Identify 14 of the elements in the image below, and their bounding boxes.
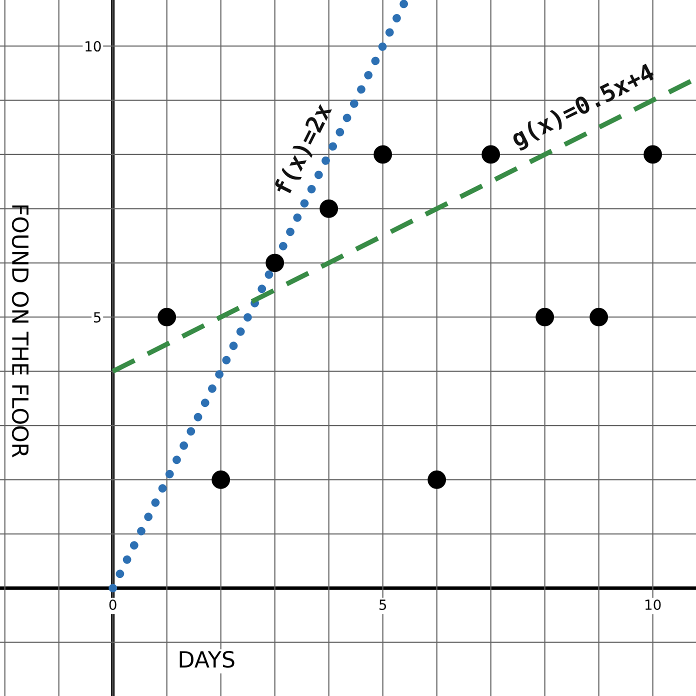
- y-axis-title: FOUND ON THE FLOOR: [12, 205, 29, 458]
- point: [374, 145, 392, 164]
- point: [536, 308, 554, 326]
- x-tick-label: 10: [645, 599, 661, 610]
- point: [266, 254, 284, 272]
- x-tick-label: 5: [379, 600, 386, 610]
- point: [212, 470, 230, 489]
- x-tick-label: 0: [109, 599, 116, 610]
- point: [428, 470, 446, 489]
- x-axis-title: DAYS: [180, 650, 234, 668]
- point: [320, 199, 338, 218]
- point: [482, 145, 500, 164]
- point: [158, 308, 176, 326]
- point: [590, 308, 608, 326]
